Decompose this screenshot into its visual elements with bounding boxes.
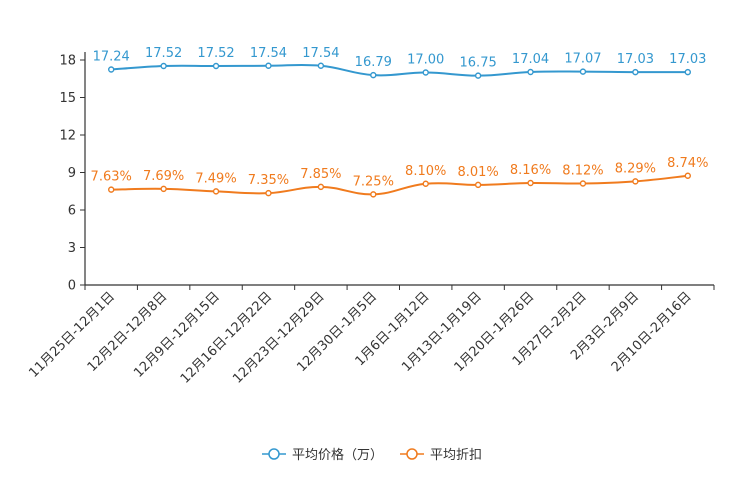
- data-label: 7.85%: [300, 167, 341, 182]
- x-tick-label: 12月23日-12月29日: [230, 289, 327, 386]
- data-point[interactable]: [684, 172, 691, 179]
- data-label: 16.75: [460, 56, 497, 71]
- data-point[interactable]: [212, 188, 220, 195]
- data-point[interactable]: [317, 183, 325, 191]
- data-label: 17.07: [564, 52, 601, 67]
- y-tick-label: 3: [68, 241, 76, 256]
- data-point[interactable]: [474, 181, 482, 189]
- legend-label-1[interactable]: 平均价格（万）: [292, 447, 383, 463]
- data-point[interactable]: [370, 71, 377, 79]
- data-point[interactable]: [632, 178, 639, 185]
- data-label: 17.52: [197, 46, 234, 61]
- data-point[interactable]: [527, 68, 534, 76]
- data-label: 8.10%: [405, 164, 446, 179]
- data-point[interactable]: [422, 69, 429, 76]
- y-tick-label: 0: [68, 279, 76, 294]
- data-point[interactable]: [108, 186, 115, 193]
- data-label: 17.00: [407, 53, 444, 68]
- y-tick-label: 12: [59, 129, 76, 144]
- x-tick-label: 12月16日-12月22日: [178, 289, 275, 386]
- data-label: 8.01%: [457, 165, 498, 180]
- data-label: 7.69%: [143, 169, 184, 184]
- data-point[interactable]: [632, 68, 639, 76]
- data-point[interactable]: [317, 62, 325, 69]
- data-point[interactable]: [160, 185, 167, 193]
- x-tick-label: 11月25日-12月1日: [26, 289, 118, 381]
- y-tick-label: 18: [59, 54, 76, 69]
- data-label: 8.16%: [510, 163, 551, 178]
- data-label: 17.03: [669, 52, 706, 67]
- data-point[interactable]: [579, 68, 587, 75]
- data-label: 7.35%: [248, 173, 289, 188]
- data-label: 8.74%: [667, 156, 708, 171]
- data-point[interactable]: [527, 179, 534, 187]
- data-point[interactable]: [265, 189, 272, 197]
- data-point[interactable]: [212, 62, 220, 70]
- data-label: 16.79: [355, 55, 392, 70]
- data-label: 17.03: [617, 52, 654, 67]
- data-point[interactable]: [474, 72, 482, 79]
- data-label: 17.54: [302, 46, 339, 61]
- y-tick-label: 6: [68, 204, 76, 219]
- legend-marker-2[interactable]: [406, 448, 418, 460]
- series-line-2: [111, 174, 688, 196]
- data-label: 17.54: [250, 46, 287, 61]
- data-point[interactable]: [684, 68, 691, 76]
- data-point[interactable]: [579, 180, 587, 187]
- data-point[interactable]: [160, 62, 167, 70]
- data-label: 17.52: [145, 46, 182, 61]
- data-label: 17.24: [93, 50, 130, 65]
- data-label: 8.12%: [562, 164, 603, 179]
- y-tick-label: 15: [59, 91, 76, 106]
- series-line-1: [111, 63, 688, 77]
- y-tick-label: 9: [68, 166, 76, 181]
- data-label: 8.29%: [615, 161, 656, 176]
- legend-marker-1[interactable]: [268, 448, 280, 460]
- data-label: 7.49%: [195, 171, 236, 186]
- data-label: 7.63%: [91, 170, 132, 185]
- data-label: 17.04: [512, 52, 549, 67]
- data-point[interactable]: [265, 62, 272, 69]
- data-point[interactable]: [422, 180, 429, 187]
- data-point[interactable]: [370, 191, 377, 198]
- data-label: 7.25%: [353, 174, 394, 189]
- legend-label-2[interactable]: 平均折扣: [430, 448, 482, 463]
- data-point[interactable]: [108, 66, 115, 73]
